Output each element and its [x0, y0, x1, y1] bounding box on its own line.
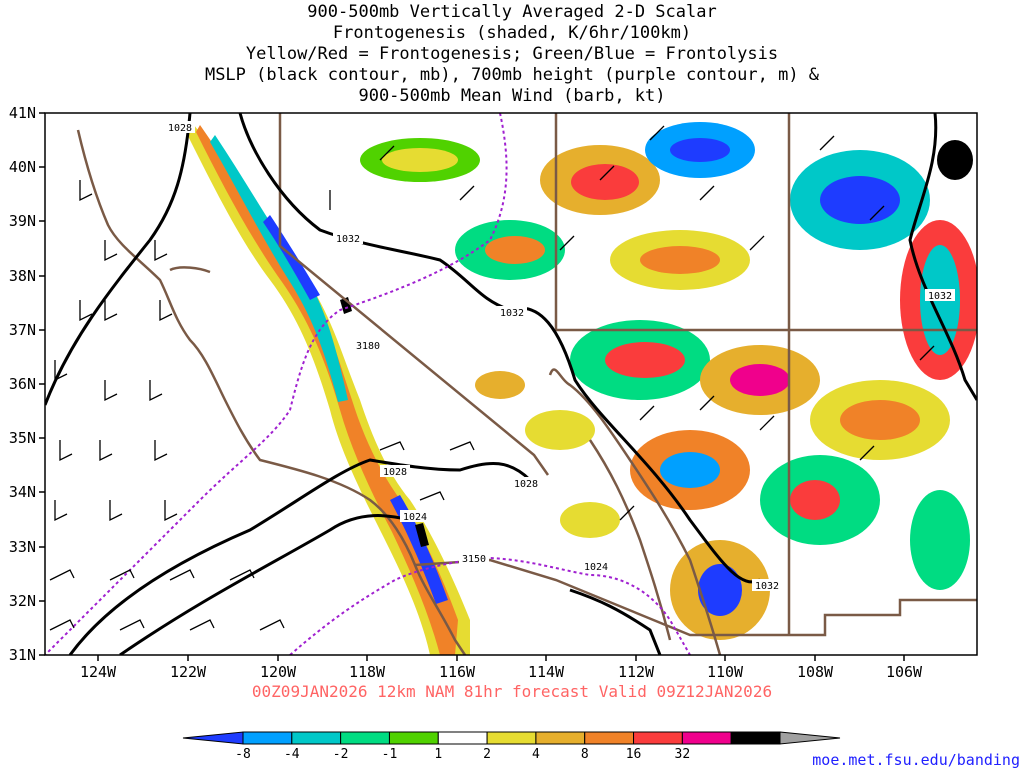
- colorbar-swatch: [633, 731, 683, 745]
- lon-label: 120W: [260, 663, 297, 681]
- lat-label: 38N: [9, 267, 36, 285]
- contour-label: 1032: [928, 291, 952, 302]
- colorbar-label: 16: [626, 747, 642, 762]
- colorbar-swatch: [242, 731, 293, 745]
- forecast-valid-line: 00Z09JAN2026 12km NAM 81hr forecast Vali…: [252, 682, 772, 701]
- colorbar-label: 1: [434, 747, 442, 762]
- lat-label: 34N: [9, 483, 36, 501]
- lat-label: 36N: [9, 375, 36, 393]
- lat-label: 39N: [9, 212, 36, 230]
- colorbar-label: -4: [284, 747, 300, 762]
- colorbar-swatch: [437, 731, 488, 745]
- colorbar-label: 4: [532, 747, 540, 762]
- colorbar-swatch: [388, 731, 439, 745]
- lon-label: 116W: [439, 663, 476, 681]
- lon-label: 110W: [707, 663, 744, 681]
- credit-link[interactable]: moe.met.fsu.edu/banding: [812, 751, 1020, 768]
- contour-label: 1024: [584, 562, 608, 573]
- lat-label: 32N: [9, 592, 36, 610]
- contour-label: 1032: [500, 308, 524, 319]
- colorbar-swatch: [681, 731, 732, 745]
- contour-label: 1024: [403, 512, 427, 523]
- colorbar-label: -1: [382, 747, 398, 762]
- contour-label: 3150: [462, 554, 486, 565]
- colorbar-swatch: [182, 731, 244, 745]
- mslp-contours: [45, 113, 977, 655]
- colorbar-swatch: [535, 731, 586, 745]
- height-contours: [45, 113, 691, 655]
- lon-label: 112W: [618, 663, 655, 681]
- colorbar-label: -2: [333, 747, 349, 762]
- colorbar-swatch: [340, 731, 390, 745]
- wind-barbs: [49, 125, 935, 631]
- lat-label: 31N: [9, 646, 36, 664]
- lat-label: 40N: [9, 158, 36, 176]
- coastline: [76, 129, 722, 655]
- lat-label: 35N: [9, 429, 36, 447]
- longitude-labels: 124W 122W 120W 118W 116W 114W 112W 110W …: [80, 663, 923, 681]
- colorbar-label: -8: [235, 747, 251, 762]
- plot-area: 1028 1032 1032 3180 1032 1028 1028 1024 …: [45, 113, 977, 655]
- contour-label: 1028: [168, 123, 192, 134]
- colorbar-label: 2: [483, 747, 491, 762]
- contour-label: 1028: [383, 467, 407, 478]
- colorbar: [182, 731, 841, 745]
- latitude-labels: 41N 40N 39N 38N 37N 36N 35N 34N 33N 32N …: [9, 104, 36, 664]
- lat-label: 33N: [9, 538, 36, 556]
- colorbar-swatch: [584, 731, 635, 745]
- colorbar-swatch: [730, 731, 781, 745]
- title-line-4: MSLP (black contour, mb), 700mb height (…: [205, 65, 820, 85]
- title-line-3: Yellow/Red = Frontogenesis; Green/Blue =…: [246, 44, 778, 64]
- lon-label: 108W: [797, 663, 834, 681]
- title-line-1: 900-500mb Vertically Averaged 2-D Scalar: [307, 2, 716, 22]
- colorbar-labels: -8 -4 -2 -1 1 2 4 8 16 32: [235, 747, 690, 762]
- lon-label: 114W: [528, 663, 565, 681]
- lat-label: 41N: [9, 104, 36, 122]
- colorbar-swatch: [486, 731, 537, 745]
- contour-label: 1028: [514, 479, 538, 490]
- lon-label: 124W: [80, 663, 117, 681]
- colorbar-swatch: [291, 731, 342, 745]
- lon-label: 106W: [886, 663, 923, 681]
- title-line-5: 900-500mb Mean Wind (barb, kt): [358, 86, 665, 106]
- colorbar-label: 32: [675, 747, 691, 762]
- contour-label: 1032: [336, 234, 360, 245]
- title-line-2: Frontogenesis (shaded, K/6hr/100km): [333, 23, 691, 43]
- colorbar-swatch: [779, 731, 841, 745]
- lon-label: 118W: [349, 663, 386, 681]
- lon-label: 122W: [170, 663, 207, 681]
- state-boundaries: [278, 113, 977, 637]
- contour-label: 3180: [356, 341, 380, 352]
- lat-label: 37N: [9, 321, 36, 339]
- contour-labels: 1028 1032 1032 3180 1032 1028 1028 1024 …: [165, 121, 955, 592]
- colorbar-label: 8: [581, 747, 589, 762]
- axis-ticks: [39, 112, 905, 661]
- contour-label: 1032: [755, 581, 779, 592]
